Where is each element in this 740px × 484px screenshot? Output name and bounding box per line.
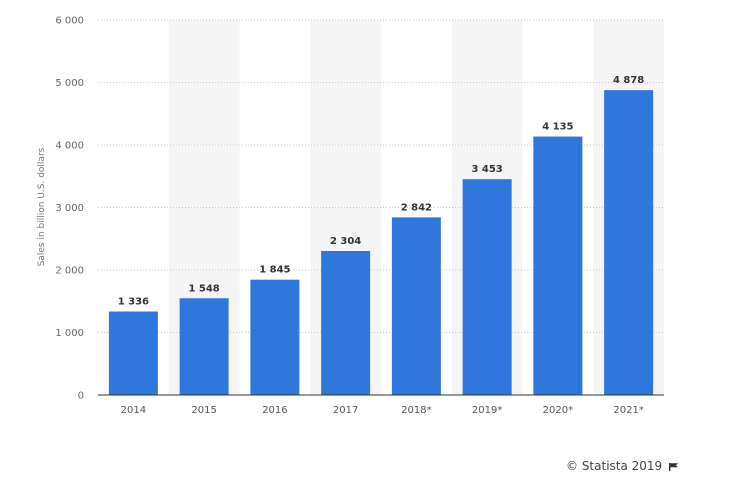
- y-tick-label: 3 000: [55, 203, 84, 214]
- x-tick-label: 2014: [121, 405, 146, 416]
- value-label: 3 453: [471, 164, 502, 175]
- bar: [108, 311, 158, 395]
- x-tick-label: 2015: [191, 405, 216, 416]
- value-label: 2 842: [401, 202, 432, 213]
- value-label: 2 304: [330, 236, 361, 247]
- value-labels: 1 336 1 548 1 845 2 304 2 842 3 453 4 135 4 878: [118, 75, 645, 307]
- bar: [391, 217, 441, 395]
- bar: [533, 136, 583, 395]
- x-tick-label: 2021*: [613, 405, 643, 416]
- y-axis-label: Sales in billion U.S. dollars: [37, 147, 47, 266]
- y-tick-label: 1 000: [55, 328, 84, 339]
- x-tick-label: 2018*: [401, 405, 431, 416]
- value-label: 1 845: [259, 265, 290, 276]
- bar: [604, 90, 654, 395]
- x-tick-label: 2020*: [543, 405, 573, 416]
- y-tick-label: 4 000: [55, 141, 84, 152]
- value-label: 1 336: [118, 297, 149, 308]
- x-axis-ticks: 2014 2015 2016 2017 2018* 2019* 2020* 2021*: [121, 405, 644, 416]
- bars: [108, 90, 654, 395]
- value-label: 4 135: [542, 122, 573, 133]
- y-axis-ticks: 0 1 000 2 000 3 000 4 000 5 000 6 000: [55, 16, 84, 402]
- bar: [321, 251, 371, 395]
- x-tick-label: 2017: [333, 405, 358, 416]
- y-tick-label: 0: [78, 391, 84, 402]
- y-tick-label: 6 000: [55, 16, 84, 27]
- statista-credit[interactable]: © Statista 2019: [566, 459, 679, 473]
- x-tick-label: 2019*: [472, 405, 502, 416]
- y-tick-label: 5 000: [55, 78, 84, 89]
- bar: [179, 298, 229, 395]
- y-tick-label: 2 000: [55, 266, 84, 277]
- x-tick-label: 2016: [262, 405, 287, 416]
- value-label: 1 548: [188, 283, 219, 294]
- bar: [462, 179, 512, 395]
- flag-icon: [669, 463, 679, 471]
- credit-text: © Statista 2019: [566, 459, 663, 473]
- bar: [250, 279, 300, 395]
- value-label: 4 878: [613, 75, 644, 86]
